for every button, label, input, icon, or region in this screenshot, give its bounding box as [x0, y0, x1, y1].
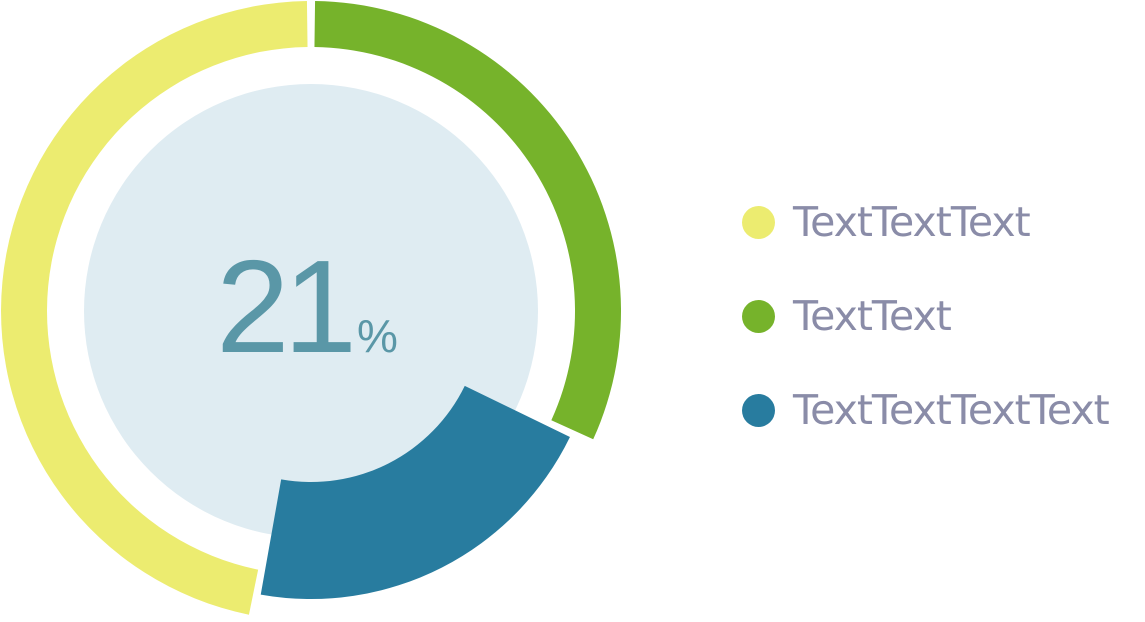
legend-item: TextText [742, 284, 1142, 348]
legend-dot-icon [742, 205, 775, 239]
legend-label: TextText [793, 292, 952, 340]
legend-dot-icon [742, 393, 775, 427]
legend-dot-icon [742, 299, 775, 333]
legend-item: TextTextTextText [742, 378, 1142, 442]
pie-slice-texttexttexttext [260, 385, 570, 599]
legend-label: TextTextText [793, 198, 1031, 246]
legend: TextTextText TextText TextTextTextText [742, 190, 1142, 472]
legend-item: TextTextText [742, 190, 1142, 254]
legend-label: TextTextTextText [793, 386, 1110, 434]
pie-slice-texttexttext [1, 1, 308, 615]
pie-slice-texttext [314, 1, 621, 440]
center-disc [84, 84, 538, 538]
donut-chart [1, 1, 621, 615]
slices-group [1, 1, 621, 615]
